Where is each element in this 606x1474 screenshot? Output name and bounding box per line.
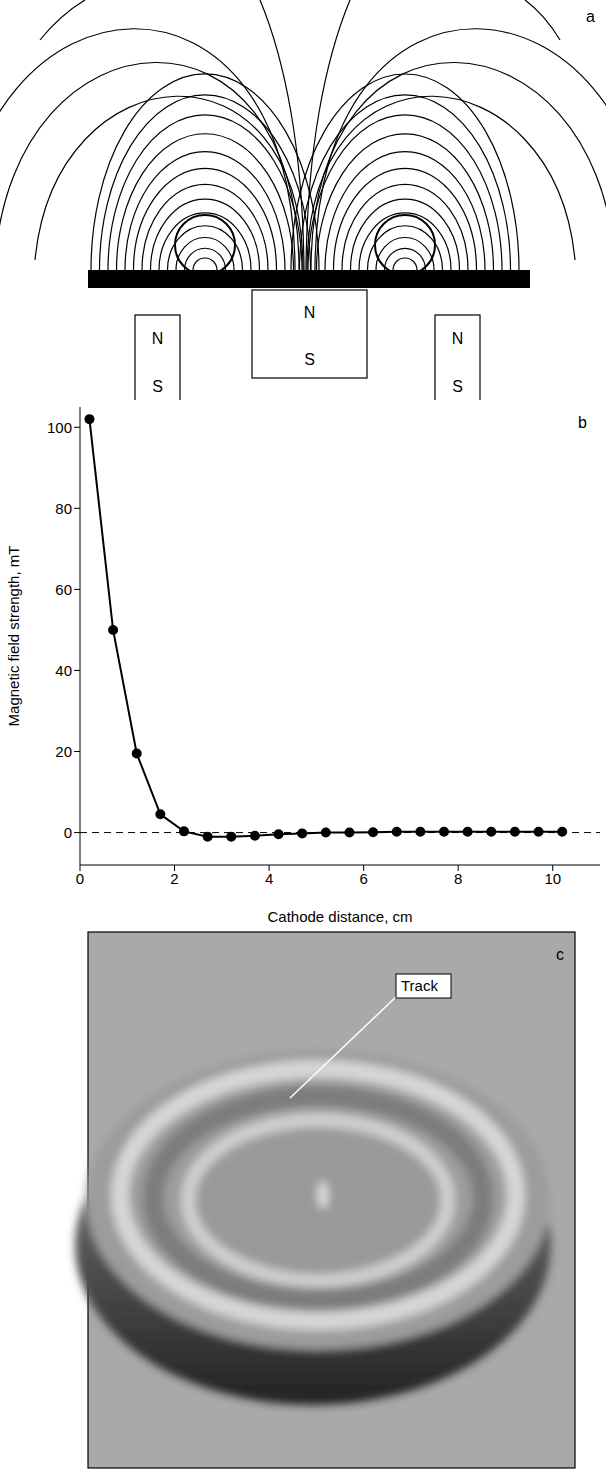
svg-text:20: 20	[55, 743, 72, 760]
svg-text:2: 2	[170, 870, 178, 887]
svg-text:S: S	[452, 378, 463, 395]
svg-text:N: N	[304, 304, 316, 321]
svg-text:Magnetic field strength, mT: Magnetic field strength, mT	[5, 546, 22, 727]
svg-text:8: 8	[454, 870, 462, 887]
svg-text:40: 40	[55, 662, 72, 679]
svg-text:4: 4	[265, 870, 273, 887]
svg-text:Cathode distance, cm: Cathode distance, cm	[267, 908, 412, 925]
svg-text:0: 0	[76, 870, 84, 887]
svg-text:6: 6	[359, 870, 367, 887]
svg-text:10: 10	[544, 870, 561, 887]
html-text:b: b	[578, 414, 587, 431]
svg-text:N: N	[152, 330, 164, 347]
svg-text:80: 80	[55, 500, 72, 517]
svg-text:100: 100	[47, 419, 72, 436]
svg-text:0: 0	[64, 824, 72, 841]
svg-text:S: S	[152, 378, 163, 395]
svg-text:c: c	[556, 946, 564, 963]
svg-text:S: S	[304, 351, 315, 368]
svg-text:60: 60	[55, 581, 72, 598]
svg-text:a: a	[586, 8, 595, 25]
svg-text:Track: Track	[401, 977, 438, 994]
svg-text:N: N	[452, 330, 464, 347]
